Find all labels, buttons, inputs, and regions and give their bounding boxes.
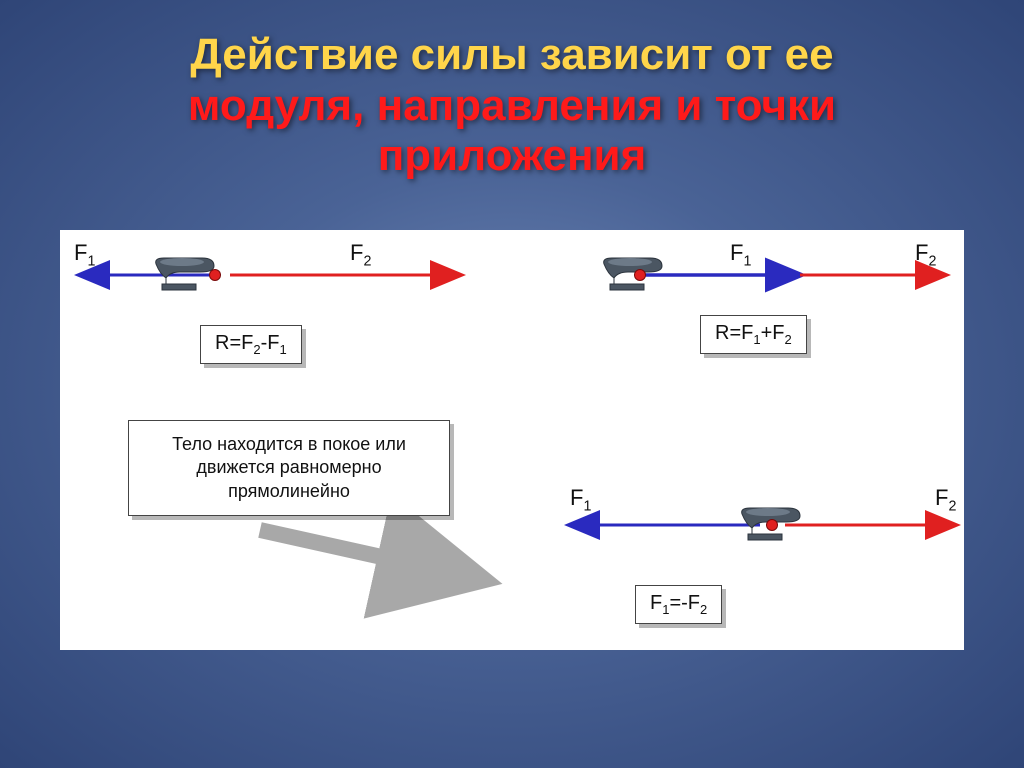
d1-label-f2: F2 xyxy=(350,240,371,269)
d2-label-f1: F1 xyxy=(730,240,751,269)
d2-label-f2: F2 xyxy=(915,240,936,269)
rest-line2: движется равномерно xyxy=(196,457,381,477)
formula-box-d3: F1=-F2 xyxy=(635,585,722,624)
formula-box-d2: R=F1+F2 xyxy=(700,315,807,354)
rest-line1: Тело находится в покое или xyxy=(172,434,406,454)
anvil-d1 xyxy=(152,250,216,294)
d1-label-f1: F1 xyxy=(74,240,95,269)
title-line2: модуля, направления и точки xyxy=(188,81,836,130)
title-line3: приложения xyxy=(378,131,647,180)
dot-d3 xyxy=(767,520,777,530)
title-line1: Действие силы зависит от ее xyxy=(190,30,833,79)
rest-state-box: Тело находится в покое или движется равн… xyxy=(128,420,450,516)
gray-arrow xyxy=(260,530,440,570)
formula-box-d1: R=F2-F1 xyxy=(200,325,302,364)
dot-d1 xyxy=(210,270,220,280)
d3-label-f2: F2 xyxy=(935,485,956,514)
slide-title: Действие силы зависит от ее модуля, напр… xyxy=(0,30,1024,182)
d3-label-f1: F1 xyxy=(570,485,591,514)
rest-line3: прямолинейно xyxy=(228,481,350,501)
diagram-panel: F1 F2 F1 F2 F1 F2 R=F2-F1 R=F1+F2 F1=-F2… xyxy=(60,230,964,650)
anvil-d2 xyxy=(600,250,664,294)
dot-d2 xyxy=(635,270,645,280)
